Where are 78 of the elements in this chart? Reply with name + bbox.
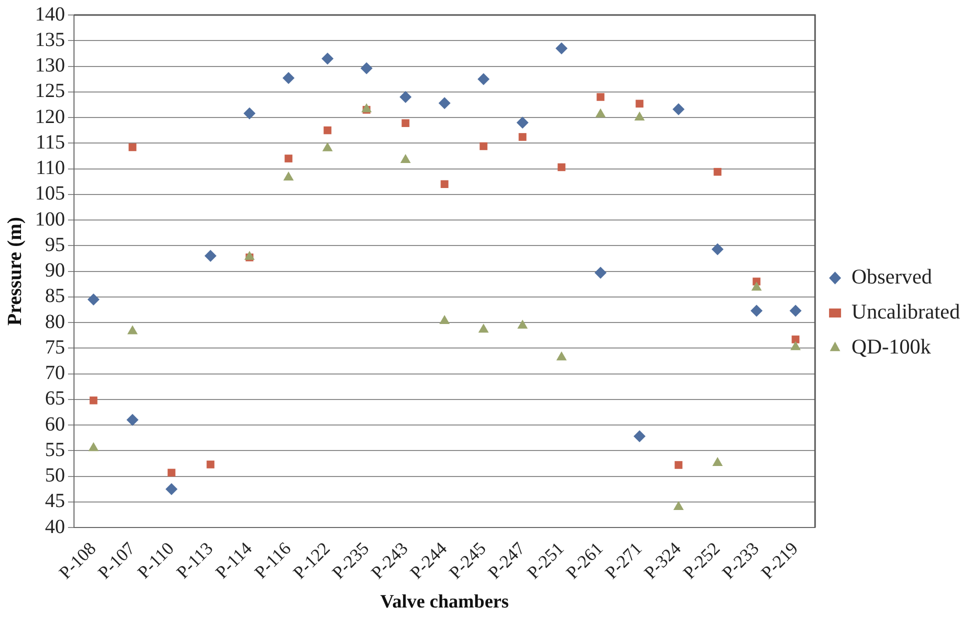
- point: [674, 461, 682, 469]
- point: [558, 163, 566, 172]
- y-tick-label: 80: [45, 310, 65, 333]
- y-tick-label: 105: [35, 182, 65, 205]
- legend-label: Observed: [852, 264, 933, 289]
- point: [90, 396, 98, 404]
- y-tick-label: 125: [35, 80, 65, 102]
- y-tick-label: 135: [35, 28, 65, 51]
- point: [244, 107, 256, 120]
- point: [400, 91, 412, 104]
- point: [128, 143, 136, 152]
- point: [517, 320, 528, 329]
- point: [750, 304, 763, 317]
- point: [790, 304, 802, 317]
- point: [283, 171, 294, 180]
- point: [595, 108, 606, 118]
- point: [673, 501, 684, 510]
- y-tick-label: 85: [45, 285, 65, 308]
- point: [712, 243, 724, 256]
- point: [594, 266, 607, 279]
- point: [792, 336, 800, 344]
- y-tick-label: 55: [45, 438, 65, 461]
- point: [360, 62, 373, 74]
- point: [636, 100, 644, 108]
- y-tick-label: 50: [45, 464, 65, 487]
- y-tick-label: 115: [36, 131, 65, 154]
- y-tick-label: 45: [45, 490, 65, 512]
- point: [361, 103, 372, 112]
- y-tick-label: 130: [35, 54, 65, 76]
- point: [127, 325, 138, 334]
- y-tick-label: 110: [36, 157, 65, 180]
- point: [516, 116, 529, 129]
- y-tick-label: 75: [45, 336, 65, 358]
- y-tick-label: 70: [45, 362, 65, 384]
- point: [556, 42, 568, 54]
- y-tick-label: 100: [35, 208, 65, 230]
- point: [556, 351, 567, 360]
- point: [439, 314, 450, 324]
- y-tick-label: 60: [45, 413, 65, 436]
- point: [518, 133, 526, 141]
- point: [244, 250, 255, 260]
- point: [478, 73, 490, 86]
- point: [402, 119, 410, 128]
- point: [206, 460, 214, 468]
- point: [400, 154, 411, 164]
- point: [168, 468, 176, 477]
- point: [438, 97, 451, 110]
- point: [478, 324, 489, 333]
- point: [751, 282, 762, 291]
- point: [440, 180, 448, 188]
- y-tick-label: 65: [45, 388, 65, 410]
- point: [324, 126, 332, 134]
- point: [322, 142, 333, 152]
- point: [634, 112, 645, 121]
- y-axis-title: Pressure (m): [4, 216, 26, 326]
- point: [480, 142, 488, 150]
- legend-label: QD-100k: [852, 334, 932, 359]
- point: [282, 72, 295, 84]
- legend-label: Uncalibrated: [852, 300, 960, 324]
- y-tick-label: 140: [35, 3, 65, 26]
- point: [322, 52, 334, 65]
- point: [88, 442, 99, 452]
- y-tick-label: 90: [45, 260, 65, 282]
- point: [284, 154, 292, 162]
- point: [88, 293, 100, 306]
- point: [634, 430, 646, 442]
- y-tick-label: 40: [45, 516, 65, 538]
- point: [672, 103, 685, 116]
- x-axis-title: Valve chambers: [380, 592, 509, 613]
- point: [714, 168, 722, 176]
- point: [596, 93, 604, 101]
- y-tick-label: 120: [35, 106, 65, 128]
- y-tick-label: 95: [45, 234, 65, 256]
- point: [166, 483, 178, 496]
- point: [204, 250, 217, 262]
- point: [712, 456, 723, 466]
- point: [126, 414, 139, 426]
- point: [790, 341, 801, 350]
